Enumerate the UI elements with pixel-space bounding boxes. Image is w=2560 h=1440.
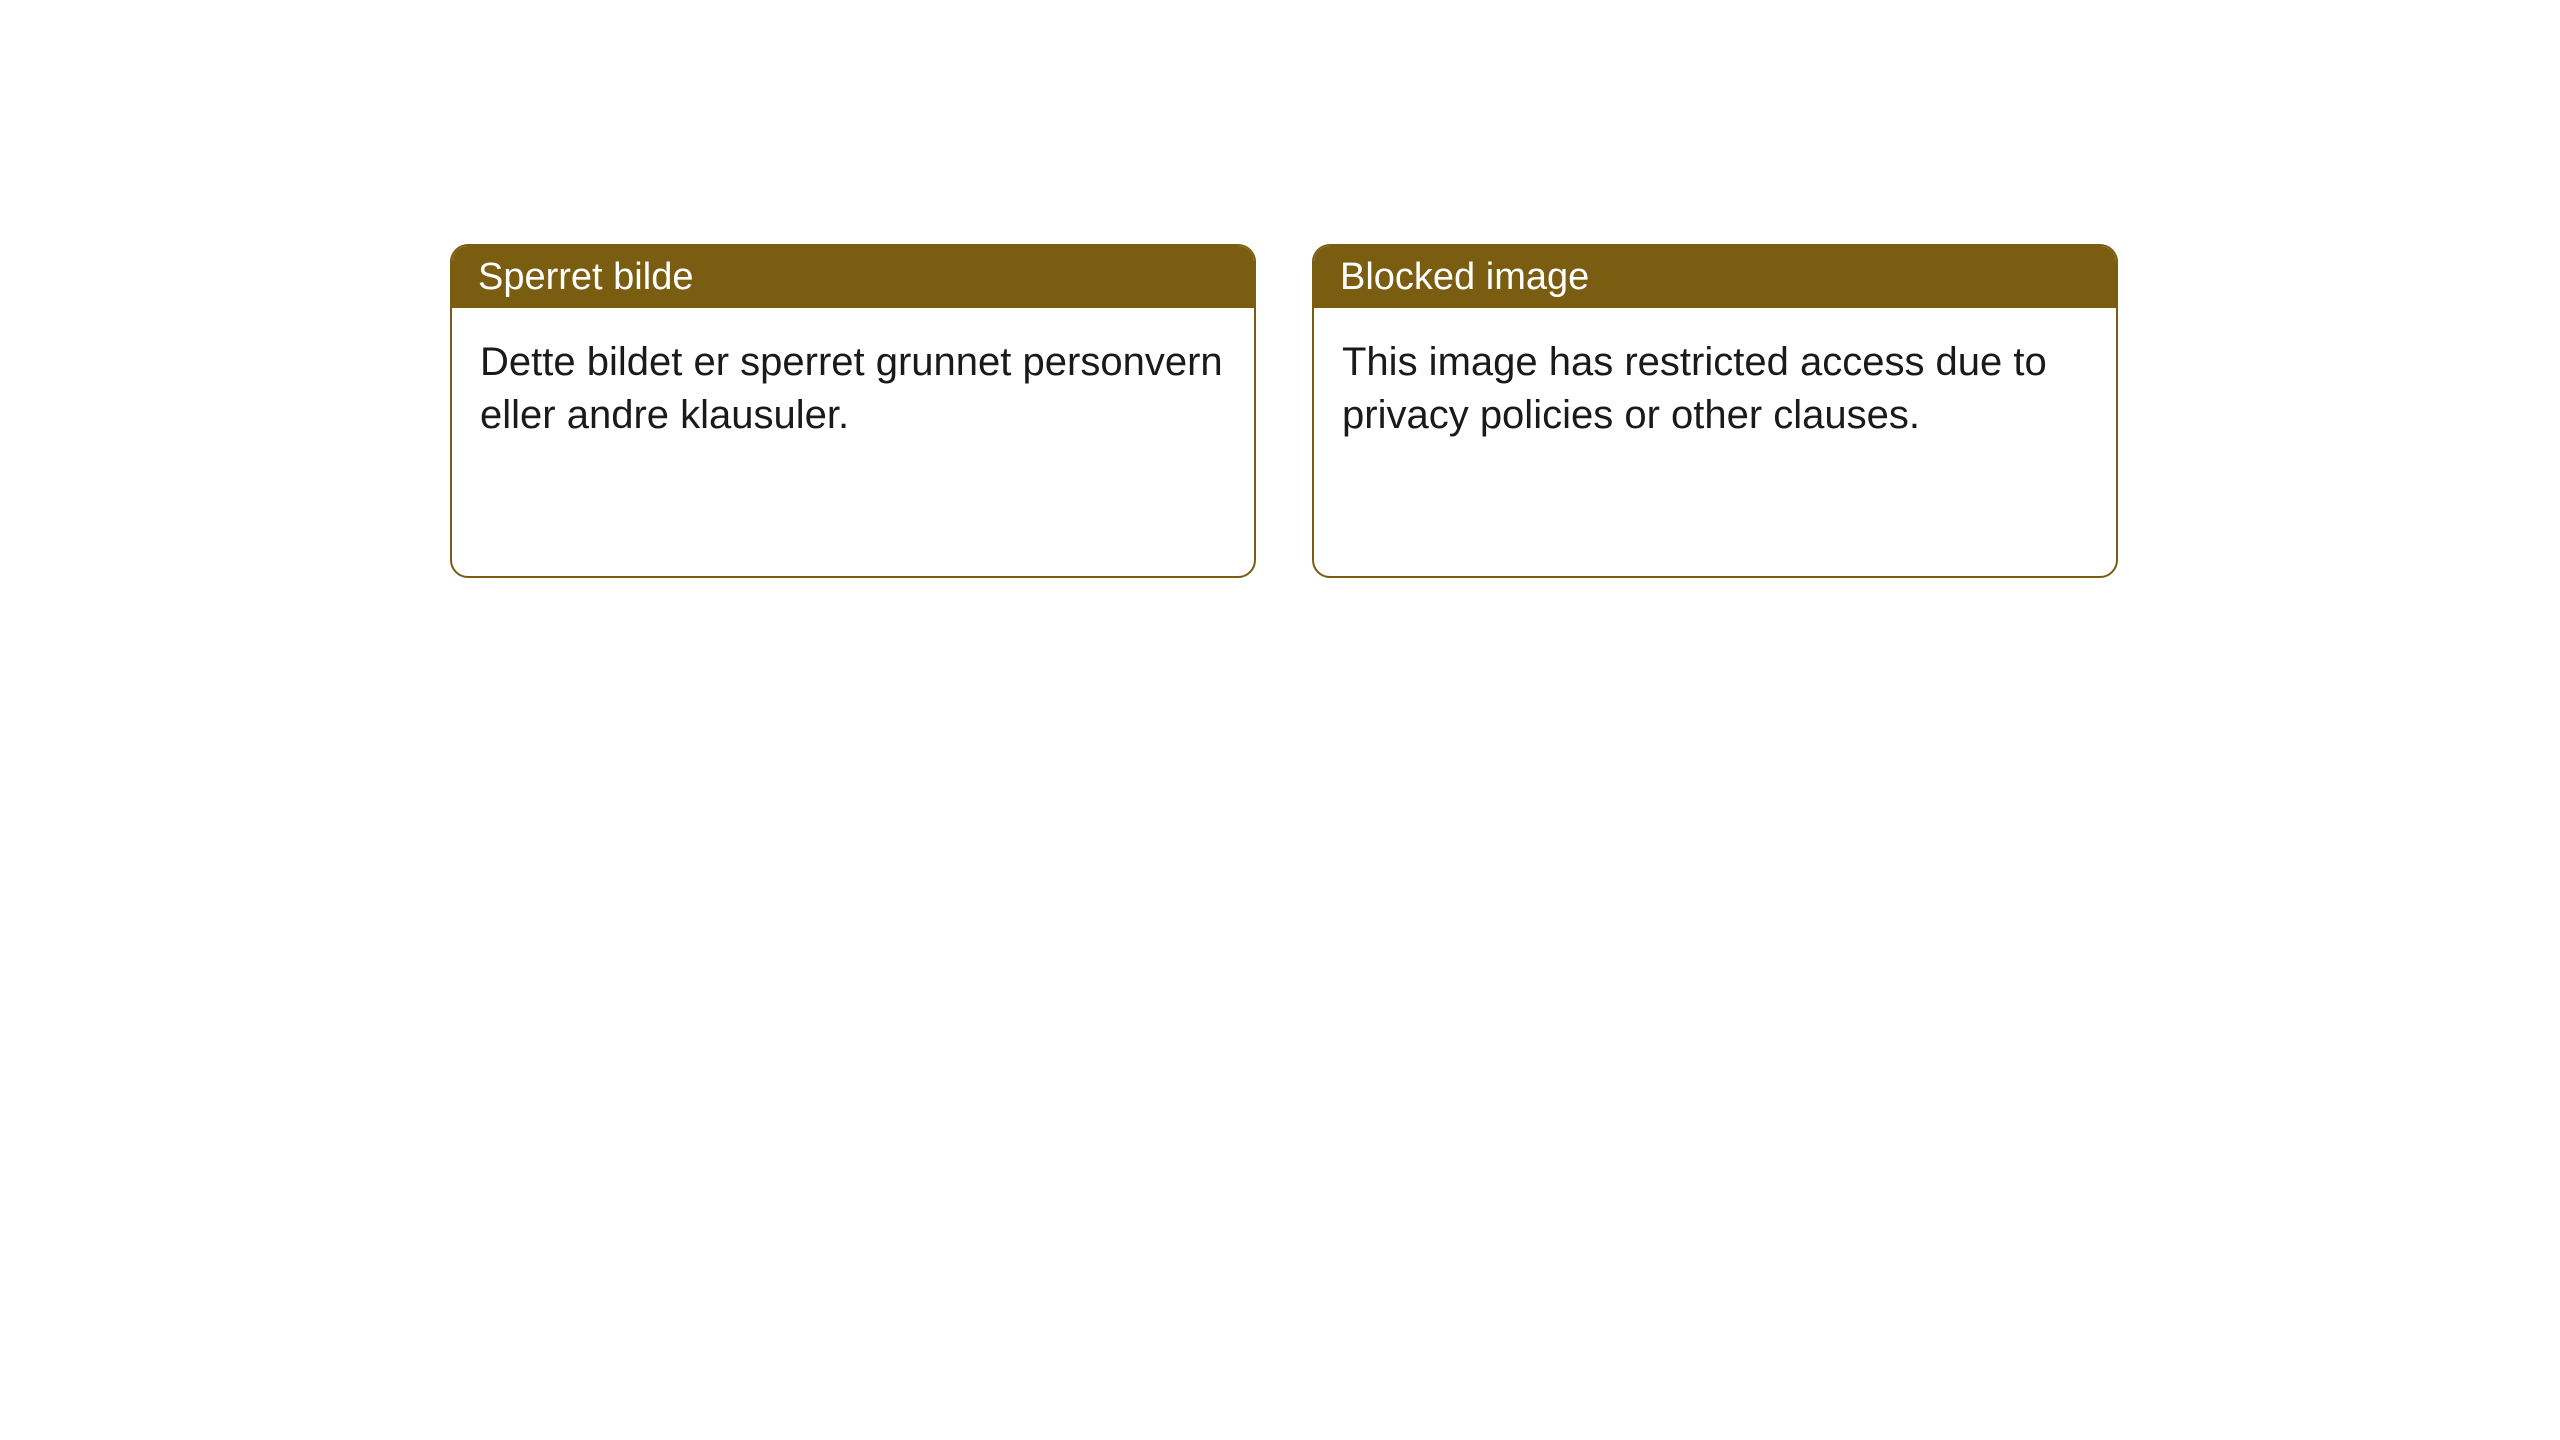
card-body-english: This image has restricted access due to … — [1314, 308, 2116, 470]
card-title-english: Blocked image — [1340, 256, 1589, 299]
card-message-norwegian: Dette bildet er sperret grunnet personve… — [480, 340, 1223, 437]
card-title-norwegian: Sperret bilde — [478, 256, 693, 299]
card-message-english: This image has restricted access due to … — [1342, 340, 2047, 437]
blocked-image-card-english: Blocked image This image has restricted … — [1312, 244, 2118, 578]
notice-container: Sperret bilde Dette bildet er sperret gr… — [0, 0, 2560, 578]
card-header-norwegian: Sperret bilde — [452, 246, 1254, 308]
card-header-english: Blocked image — [1314, 246, 2116, 308]
blocked-image-card-norwegian: Sperret bilde Dette bildet er sperret gr… — [450, 244, 1256, 578]
card-body-norwegian: Dette bildet er sperret grunnet personve… — [452, 308, 1254, 470]
